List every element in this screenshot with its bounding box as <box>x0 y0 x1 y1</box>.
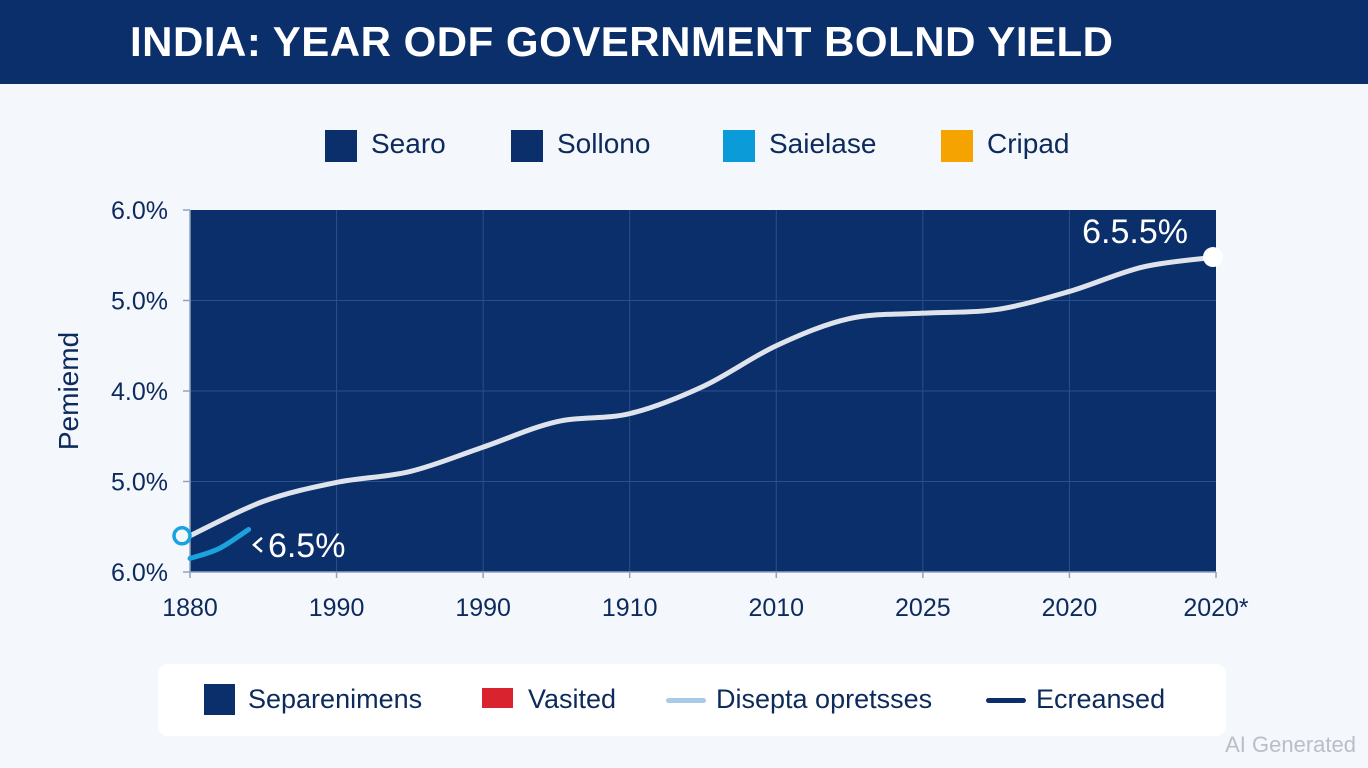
y-tick-label: 6.0% <box>111 197 168 225</box>
legend-label: Separenimens <box>248 684 423 714</box>
annotation-start-value: 6.5% <box>268 527 346 565</box>
chart-title: INDIA: YEAR ODF GOVERNMENT BOLND YIELD <box>130 18 1114 65</box>
y-tick-label: 4.0% <box>111 378 168 406</box>
top-legend: Searo Sollono Saielase Cripad <box>0 126 1368 166</box>
title-banner: INDIA: YEAR ODF GOVERNMENT BOLND YIELD <box>0 0 1368 84</box>
legend-label: Ecreansed <box>1036 684 1166 714</box>
x-tick-label: 1990 <box>309 594 365 622</box>
ai-generated-watermark: AI Generated <box>1225 732 1356 757</box>
y-tick-label: 5.0% <box>111 469 168 497</box>
legend-swatch <box>482 688 513 708</box>
series-line-main <box>187 254 1219 539</box>
x-tick-label: 2010 <box>748 594 804 622</box>
legend-swatch <box>723 130 755 162</box>
x-tick-label: 1880 <box>162 594 218 622</box>
legend-label: Vasited <box>528 684 617 714</box>
series-line-accent <box>187 526 252 561</box>
x-tick-label: 2020 <box>1042 594 1098 622</box>
legend-swatch <box>325 130 357 162</box>
legend-label: Sollono <box>557 128 651 159</box>
legend-label: Disepta opretsses <box>716 684 933 714</box>
x-tick-label: 1910 <box>602 594 658 622</box>
start-point-marker <box>172 526 192 546</box>
legend-label: Saielase <box>769 128 877 159</box>
x-tick-label: 1990 <box>455 594 511 622</box>
annotation-end-value: 6.5.5% <box>1082 213 1188 251</box>
legend-line-marker <box>986 698 1026 703</box>
x-tick-label: 2025 <box>895 594 951 622</box>
y-tick-label: 5.0% <box>111 288 168 316</box>
end-point-marker <box>1203 247 1223 268</box>
y-tick-label: 6.0% <box>111 559 168 587</box>
bottom-legend: Separenimens Vasited Disepta opretsses E… <box>158 664 1226 736</box>
annotation-arrow <box>252 536 263 553</box>
legend-label: Searo <box>371 128 446 159</box>
legend-label: Cripad <box>987 128 1070 159</box>
legend-swatch <box>941 130 973 162</box>
legend-swatch <box>511 130 543 162</box>
legend-swatch <box>204 684 235 715</box>
x-tick-label: 2020* <box>1183 594 1249 622</box>
legend-line-marker <box>666 698 706 703</box>
y-axis-title: Pemiemd <box>53 332 84 450</box>
